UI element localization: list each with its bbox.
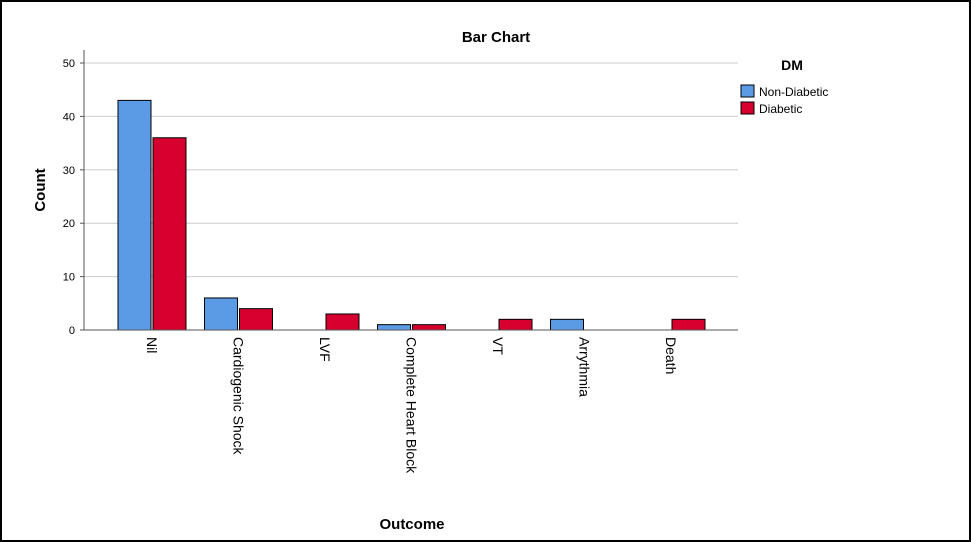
y-axis-ticks: 0 10 20 30 40 50 xyxy=(63,58,84,337)
bar-diabetic xyxy=(412,324,446,331)
y-tick-label: 40 xyxy=(63,111,75,123)
bar-non-diabetic xyxy=(204,297,238,331)
bar-diabetic xyxy=(325,313,360,331)
legend-label: Diabetic xyxy=(759,102,802,116)
bar-diabetic xyxy=(239,308,273,331)
y-axis-title: Count xyxy=(32,168,49,211)
x-category-label: Death xyxy=(663,337,679,374)
x-category-label: Complete Heart Block xyxy=(404,337,420,474)
bar-non-diabetic xyxy=(377,324,411,331)
gridlines xyxy=(84,62,738,278)
bar-non-diabetic xyxy=(550,318,584,331)
x-category-label: Arrythmia xyxy=(577,337,593,397)
y-tick-label: 10 xyxy=(63,272,75,284)
y-tick-label: 0 xyxy=(69,325,75,337)
legend-items: Non-Diabetic Diabetic xyxy=(740,84,828,116)
y-tick-label: 30 xyxy=(63,165,75,177)
y-tick-label: 50 xyxy=(63,58,75,70)
x-axis-category-labels: Nil Cardiogenic Shock LVF Complete Heart Bl… xyxy=(144,337,679,474)
legend-swatch xyxy=(740,101,755,115)
x-category-label: Cardiogenic Shock xyxy=(231,337,247,456)
legend-label: Non-Diabetic xyxy=(759,85,828,99)
legend-title: DM xyxy=(781,57,803,73)
x-category-label: Nil xyxy=(144,337,160,353)
x-category-label: VT xyxy=(490,337,506,355)
bar-diabetic xyxy=(498,318,533,331)
bar-non-diabetic xyxy=(117,99,152,331)
x-category-label: LVF xyxy=(317,337,333,362)
bar-diabetic xyxy=(671,318,706,331)
chart-title: Bar Chart xyxy=(462,29,530,46)
legend: DM Non-Diabetic Diabetic xyxy=(740,57,828,116)
bars xyxy=(117,99,706,331)
x-axis-title: Outcome xyxy=(379,516,444,533)
legend-swatch xyxy=(740,84,755,98)
bar-diabetic xyxy=(152,137,187,331)
y-tick-label: 20 xyxy=(63,218,75,230)
